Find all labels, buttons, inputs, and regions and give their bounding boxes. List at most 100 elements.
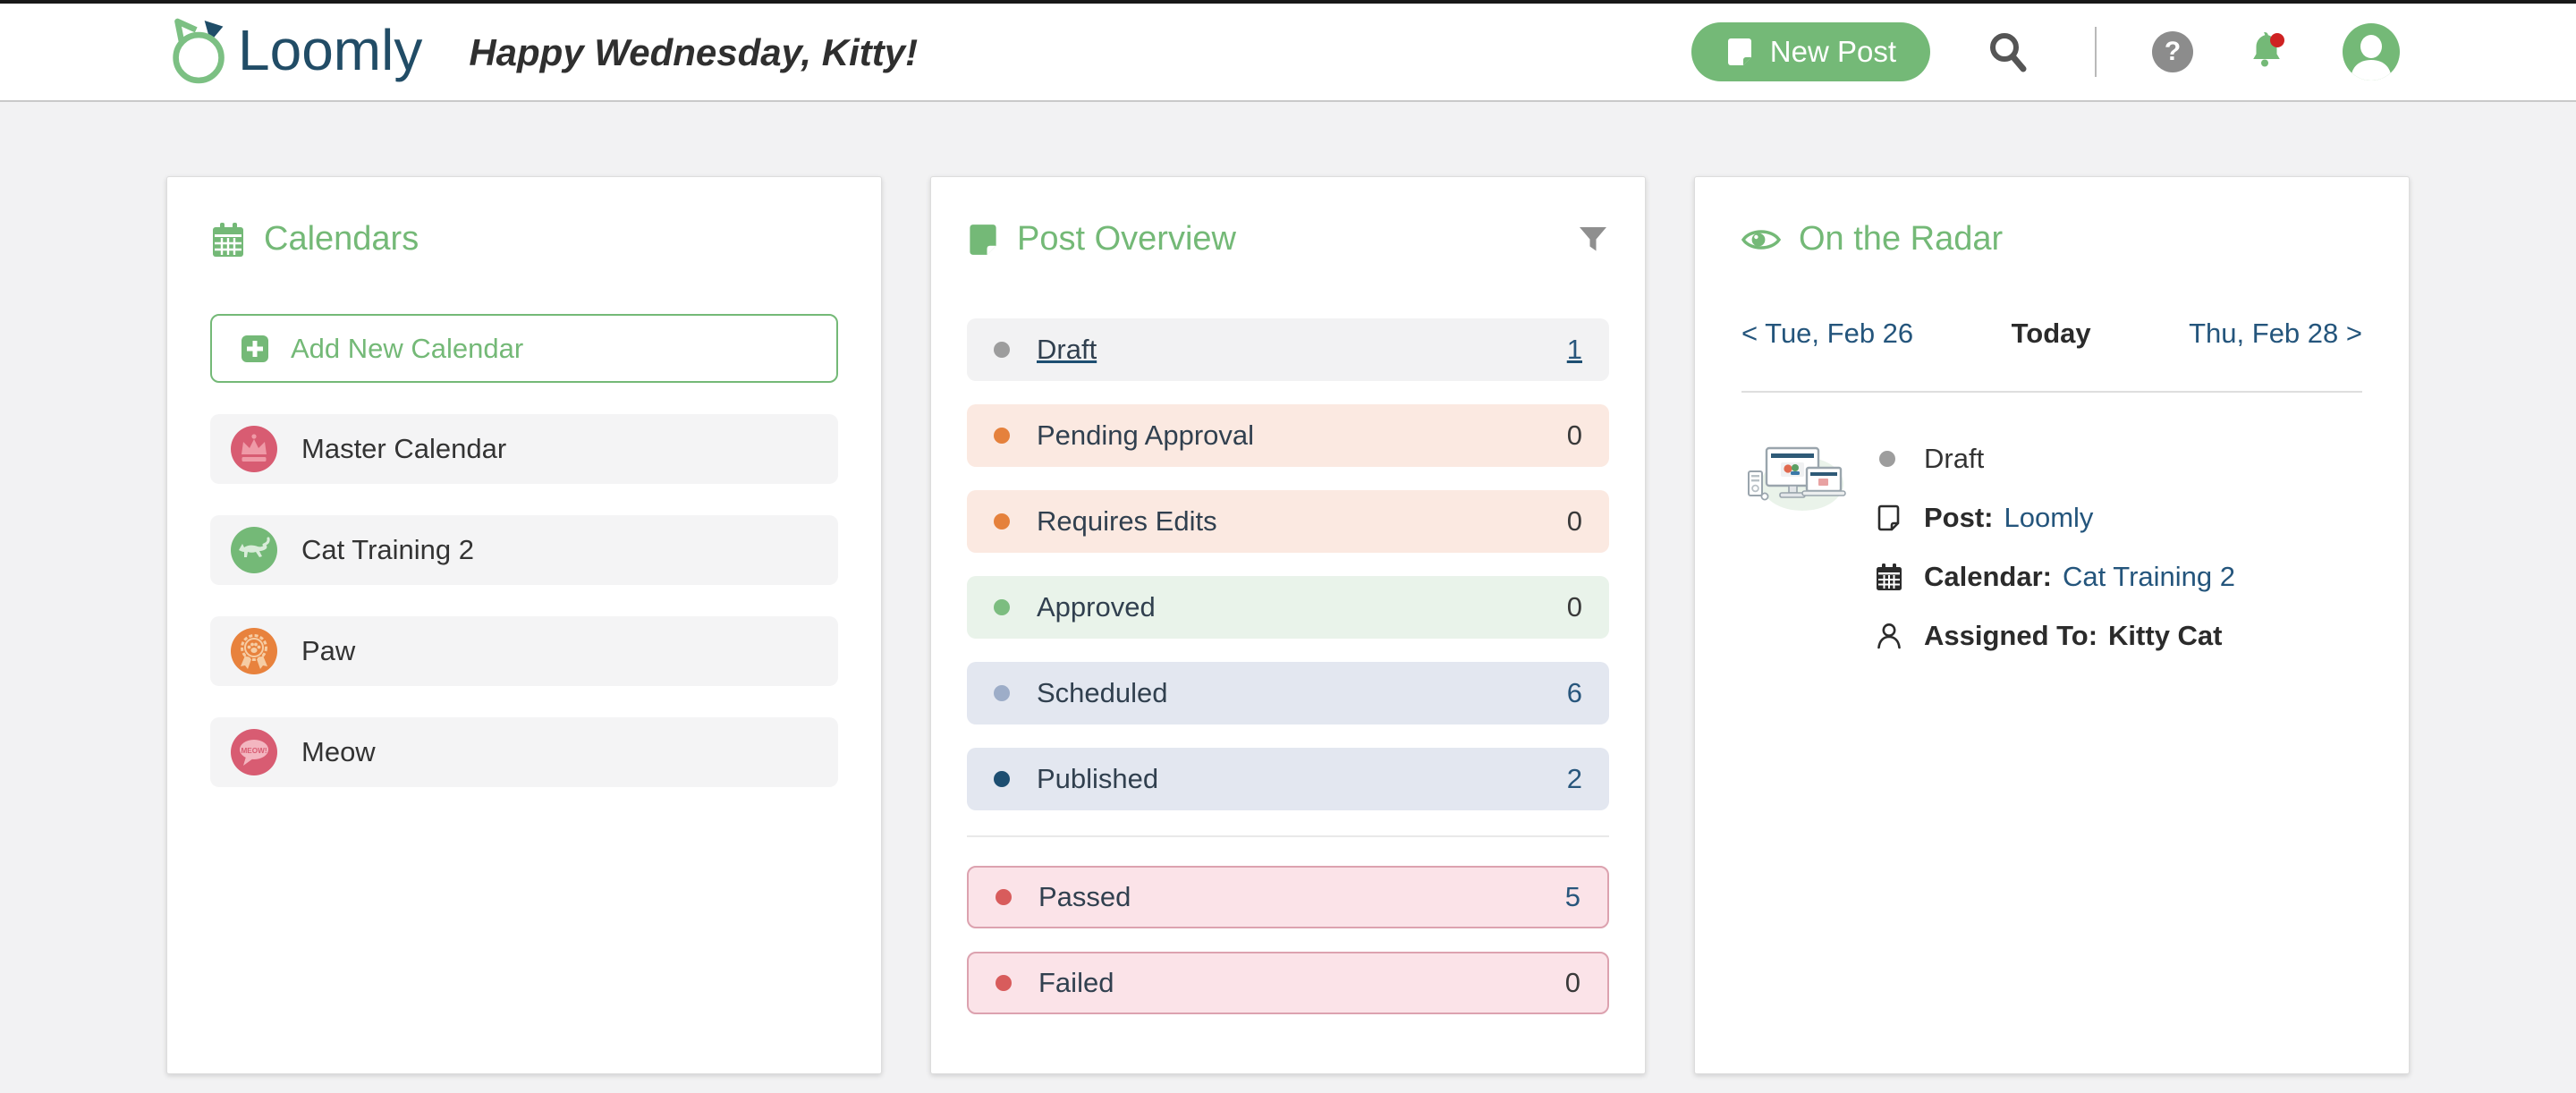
status-count-pending-approval: 0 [1566,419,1582,451]
greeting-text: Happy Wednesday, Kitty! [469,31,919,73]
radar-assigned-row: Assigned To: Kitty Cat [1874,618,2362,654]
radar-status-label: Draft [1924,443,1985,474]
radar-assigned-value: Kitty Cat [2108,620,2223,651]
meow-bubble-badge-icon: MEOW! [230,728,278,776]
post-overview-card-title: Post Overview [967,220,1236,258]
passed-status-dot [996,889,1012,905]
window-top-edge [0,0,2576,4]
status-row-failed[interactable]: Failed 0 [967,952,1609,1014]
header-actions: New Post ? [1690,22,2401,81]
calendar-list-item-paw[interactable]: Paw [210,616,838,686]
loomly-logo[interactable]: Loomly [170,13,422,92]
post-overview-title-text: Post Overview [1017,220,1236,258]
status-count-scheduled[interactable]: 6 [1566,677,1582,708]
status-label-passed: Passed [1038,881,1131,912]
radar-calendar-label: Calendar: [1924,561,2052,592]
status-row-published[interactable]: Published 2 [967,748,1609,810]
calendar-icon [210,221,246,258]
status-count-passed[interactable]: 5 [1564,881,1580,912]
avatar-person-icon [2342,22,2401,81]
calendars-title-text: Calendars [264,220,419,258]
radar-status-row: Draft [1874,441,2362,477]
status-count-approved: 0 [1566,591,1582,623]
next-day-link[interactable]: Thu, Feb 28 > [2189,318,2362,349]
post-icon [1725,37,1754,67]
new-post-label: New Post [1769,35,1896,68]
calendar-item-label: Meow [301,736,376,767]
status-label-published: Published [1037,763,1159,794]
status-row-pending-approval[interactable]: Pending Approval 0 [967,404,1609,467]
approved-status-dot [994,599,1010,615]
status-count-published[interactable]: 2 [1566,763,1582,794]
loomly-wordmark: Loomly [238,18,423,82]
status-row-draft[interactable]: Draft 1 [967,318,1609,381]
notifications-button[interactable] [2243,29,2290,75]
loomly-cat-icon [170,13,229,92]
user-avatar[interactable] [2342,22,2401,81]
requires-edits-status-dot [994,513,1010,530]
previous-day-link[interactable]: < Tue, Feb 26 [1741,318,1914,349]
header-divider [2095,27,2097,77]
radar-date-navigation: < Tue, Feb 26 Today Thu, Feb 28 > [1741,318,2362,350]
scheduled-status-dot [994,685,1010,701]
calendar-list-item-cat-training-2[interactable]: Cat Training 2 [210,515,838,585]
status-label-draft[interactable]: Draft [1037,334,1097,365]
radar-assigned-label: Assigned To: [1924,620,2098,651]
calendar-list-item-meow[interactable]: MEOW! Meow [210,717,838,787]
help-button[interactable]: ? [2152,31,2193,72]
radar-divider [1741,391,2362,393]
post-thumbnail[interactable] [1741,439,1847,677]
crown-badge-icon [230,425,278,473]
published-status-dot [994,771,1010,787]
add-new-calendar-button[interactable]: Add New Calendar [210,314,838,383]
filter-button[interactable] [1577,224,1609,256]
person-outline-icon [1874,622,1904,650]
today-label[interactable]: Today [2011,318,2091,349]
status-label-failed: Failed [1038,967,1114,998]
radar-calendar-row: Calendar: Cat Training 2 [1874,559,2362,595]
add-new-calendar-label: Add New Calendar [291,332,524,364]
radar-card-title: On the Radar [1741,220,2362,258]
calendar-list-item-master[interactable]: Master Calendar [210,414,838,484]
overview-section-divider [967,835,1609,837]
status-row-passed[interactable]: Passed 5 [967,866,1609,928]
leaping-cat-badge-icon [230,526,278,574]
radar-post-item: Draft Post: Loomly [1741,439,2362,677]
post-note-icon [967,222,999,258]
top-navigation-bar: Loomly Happy Wednesday, Kitty! New Post [0,4,2576,102]
status-row-scheduled[interactable]: Scheduled 6 [967,662,1609,724]
pending-approval-status-dot [994,428,1010,444]
status-count-failed: 0 [1564,967,1580,998]
calendars-card-title: Calendars [210,220,838,258]
draft-status-dot [994,342,1010,358]
status-count-draft[interactable]: 1 [1566,334,1582,365]
post-status-list: Draft 1 Pending Approval 0 Requires Edit… [967,318,1609,1014]
calendar-item-label: Paw [301,635,356,666]
bell-icon [2243,29,2290,75]
radar-post-details: Draft Post: Loomly [1874,439,2362,677]
status-label-scheduled: Scheduled [1037,677,1168,708]
plus-square-icon [241,335,269,363]
page-outline-icon [1874,504,1904,532]
filter-funnel-icon [1577,224,1609,256]
radar-post-row: Post: Loomly [1874,500,2362,536]
eye-icon [1741,225,1781,254]
radar-calendar-link[interactable]: Cat Training 2 [2062,561,2235,592]
status-count-requires-edits: 0 [1566,505,1582,537]
help-icon: ? [2152,31,2193,72]
radar-post-label: Post: [1924,502,1994,533]
calendar-item-label: Cat Training 2 [301,534,474,565]
status-row-approved[interactable]: Approved 0 [967,576,1609,639]
radar-post-link[interactable]: Loomly [2004,502,2094,533]
on-the-radar-card: On the Radar < Tue, Feb 26 Today Thu, Fe… [1694,176,2410,1074]
search-button[interactable] [1987,30,2029,73]
calendar-solid-icon [1874,563,1904,591]
status-label-requires-edits: Requires Edits [1037,505,1217,537]
status-label-pending-approval: Pending Approval [1037,419,1255,451]
new-post-button[interactable]: New Post [1690,22,1930,81]
svg-text:MEOW!: MEOW! [241,747,267,755]
radar-draft-status-dot [1879,451,1895,467]
dashboard-content: Calendars Add New Calendar [0,102,2576,1074]
paw-rosette-badge-icon [230,627,278,675]
status-row-requires-edits[interactable]: Requires Edits 0 [967,490,1609,553]
